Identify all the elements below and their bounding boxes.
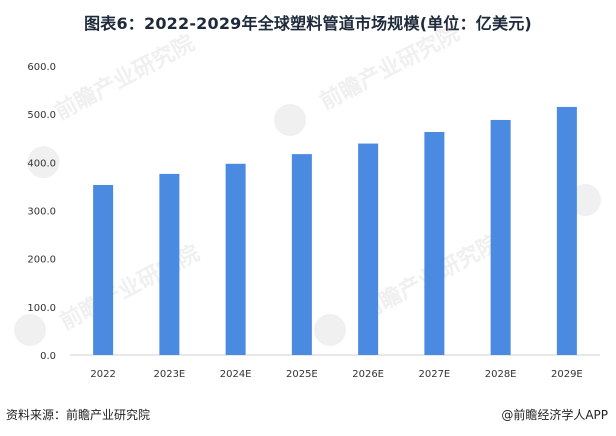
bar-2027E [424,131,445,355]
watermark-logo-icon [13,314,46,346]
x-tick-label: 2026E [352,369,384,380]
y-tick-label: 500.0 [27,110,56,121]
y-tick-label: 300.0 [27,207,56,218]
watermark-logo-icon [314,314,346,346]
bar-2029E [556,106,577,355]
bar-2023E [159,173,180,355]
bar-2028E [490,119,511,356]
x-tick-label: 2027E [418,369,450,380]
y-tick-label: 400.0 [27,158,56,169]
watermark-text: 前瞻产业研究院 [316,20,464,115]
bar-2024E [225,163,246,355]
y-tick-label: 200.0 [27,255,56,266]
y-axis: 0.0 100.0 200.0 300.0 400.0 500.0 600.0 [27,62,56,362]
watermark-text: 前瞻产业研究院 [51,30,199,125]
watermark-logo-icon [27,146,60,179]
watermark-text: 前瞻产业研究院 [56,240,204,335]
y-tick-label: 600.0 [27,62,56,73]
source-note: 资料来源：前瞻产业研究院 [6,408,151,422]
bar-2025E [291,154,312,355]
x-tick-label: 2024E [220,369,252,380]
bars [93,106,577,356]
x-axis: 2022 2023E 2024E 2025E 2026E 2027E 2028E 2029E [90,369,582,380]
watermark-logo-icon [274,104,306,136]
brand-credit: @前瞻经济学人APP [501,408,608,422]
y-tick-label: 0.0 [40,351,56,362]
bar-2026E [358,143,379,355]
x-tick-label: 2025E [286,369,318,380]
x-tick-label: 2029E [551,369,583,380]
y-tick-label: 100.0 [27,303,56,314]
watermark-logo-icon [569,184,601,216]
x-tick-label: 2022 [90,369,115,380]
bar-2022 [93,184,114,355]
chart-title: 图表6：2022-2029年全球塑料管道市场规模(单位：亿美元) [84,14,532,33]
x-tick-label: 2023E [153,369,185,380]
x-tick-label: 2028E [485,369,517,380]
